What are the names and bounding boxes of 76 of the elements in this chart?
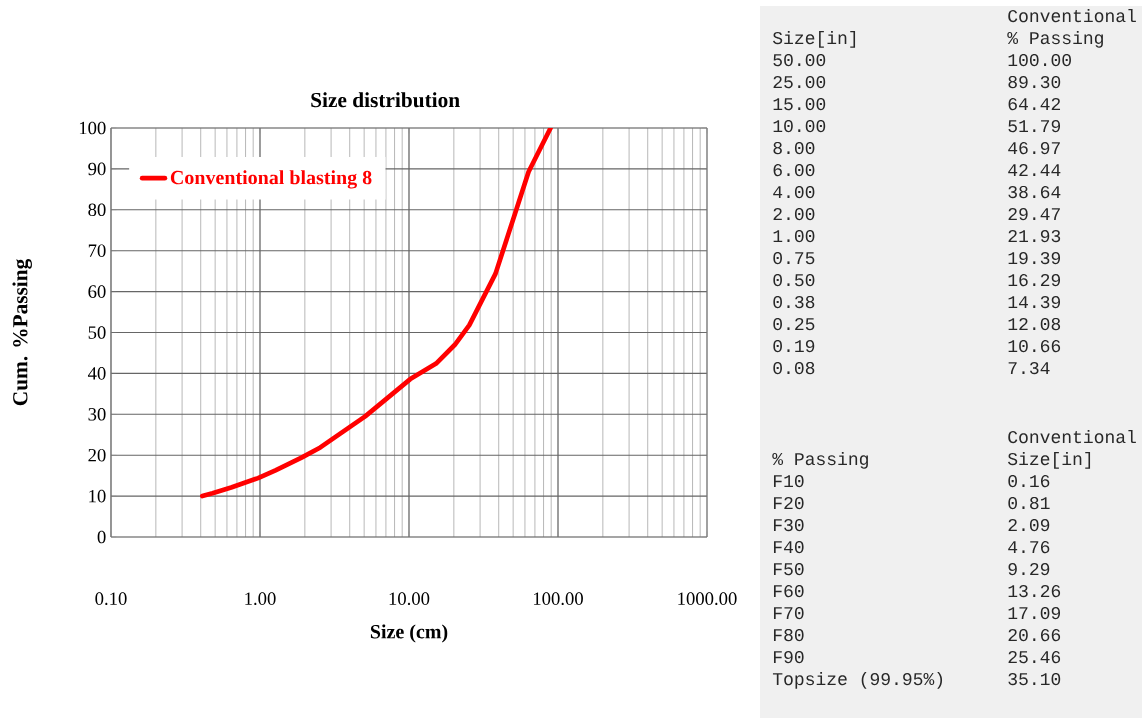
text: 0.19 xyxy=(773,339,815,353)
text: 1.00 xyxy=(773,229,815,243)
text: 20.66 xyxy=(1008,628,1061,642)
text: 0.08 xyxy=(773,361,815,375)
text: 14.39 xyxy=(1008,295,1061,309)
chart-title: Size distribution xyxy=(311,92,460,108)
text: 13.26 xyxy=(1008,584,1061,598)
text: % Passing xyxy=(772,451,868,469)
y-axis-title: Cum. %Passing xyxy=(12,258,32,406)
text: F20 xyxy=(773,496,804,510)
text: F70 xyxy=(773,606,804,620)
y-tick-label: 50 xyxy=(88,326,106,339)
y-tick-label: 100 xyxy=(79,121,106,135)
text: 29.47 xyxy=(1008,207,1060,221)
text: 38.64 xyxy=(1008,185,1061,199)
text: 12.08 xyxy=(1008,317,1061,331)
text: 51.79 xyxy=(1008,119,1061,133)
text: 25.00 xyxy=(773,75,826,89)
y-tick-label: 40 xyxy=(87,367,106,380)
x-tick-label: 1000.00 xyxy=(678,592,737,606)
text: 0.25 xyxy=(773,317,815,331)
text: 4.76 xyxy=(1008,540,1050,554)
x-tick-label: 10.00 xyxy=(389,592,430,606)
x-tick-label: 1.00 xyxy=(245,592,276,606)
text: 0.16 xyxy=(1008,474,1050,488)
text: 16.29 xyxy=(1008,273,1061,287)
text: F60 xyxy=(773,584,804,598)
text: 0.50 xyxy=(773,273,815,287)
x-tick-label: 0.10 xyxy=(95,592,127,606)
y-tick-label: 60 xyxy=(88,285,106,298)
y-tick-label: 90 xyxy=(88,162,106,176)
text: 42.44 xyxy=(1008,163,1061,176)
text: 7.34 xyxy=(1008,361,1050,375)
text: % Passing xyxy=(1007,30,1103,48)
text: 17.09 xyxy=(1008,606,1061,620)
text: 89.30 xyxy=(1008,75,1061,89)
text: Size[in] xyxy=(772,30,856,48)
text: 2.09 xyxy=(1008,518,1050,532)
text: Conventional xyxy=(1008,429,1136,444)
text: F30 xyxy=(773,518,804,532)
text: F10 xyxy=(773,474,804,488)
y-tick-label: 30 xyxy=(88,407,106,421)
y-tick-label: 10 xyxy=(89,489,106,503)
text: Conventional xyxy=(1008,8,1136,23)
text: 4.00 xyxy=(773,185,815,199)
x-axis-title: Size (cm) xyxy=(370,624,448,643)
text: 50.00 xyxy=(773,53,826,67)
y-tick-label: 80 xyxy=(88,203,106,217)
text: 25.46 xyxy=(1008,650,1061,664)
text: 35.10 xyxy=(1008,672,1061,686)
text: Size[in] xyxy=(1007,451,1091,469)
text: 19.39 xyxy=(1008,251,1061,265)
y-tick-label: 0 xyxy=(97,530,106,544)
text: 0.81 xyxy=(1008,496,1050,510)
text: F50 xyxy=(773,562,804,576)
text: 10.00 xyxy=(773,119,826,133)
text: 10.66 xyxy=(1008,339,1061,353)
text: 100.00 xyxy=(1008,53,1071,67)
text: 6.00 xyxy=(773,163,815,177)
text: F40 xyxy=(773,540,804,554)
text: 0.38 xyxy=(773,295,815,309)
y-tick-label: 70 xyxy=(88,244,106,257)
text: 9.29 xyxy=(1008,562,1050,576)
text: 64.42 xyxy=(1008,97,1061,111)
text: Topsize (99.95%) xyxy=(772,671,943,689)
text: 8.00 xyxy=(773,141,815,155)
text: F90 xyxy=(773,650,804,664)
legend-label: Conventional blasting 8 xyxy=(170,170,372,189)
text: 2.00 xyxy=(773,207,815,221)
text: 15.00 xyxy=(773,97,826,111)
text: 46.97 xyxy=(1008,141,1060,155)
text: 21.93 xyxy=(1008,229,1061,243)
x-tick-label: 100.00 xyxy=(533,592,583,606)
y-tick-label: 20 xyxy=(88,448,106,462)
text: F80 xyxy=(773,628,804,642)
text: 0.75 xyxy=(773,251,815,265)
